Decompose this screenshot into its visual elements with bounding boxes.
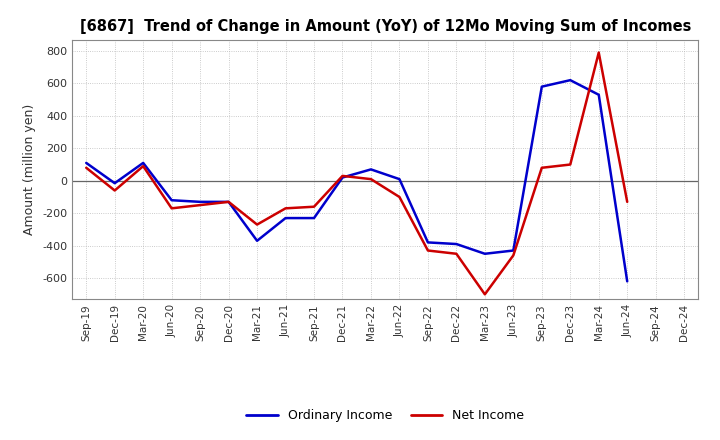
Y-axis label: Amount (million yen): Amount (million yen) [24, 104, 37, 235]
Line: Net Income: Net Income [86, 52, 627, 294]
Line: Ordinary Income: Ordinary Income [86, 80, 627, 281]
Net Income [537, 165, 546, 170]
Legend: Ordinary Income, Net Income: Ordinary Income, Net Income [241, 404, 529, 427]
Net Income [623, 199, 631, 205]
Net Income [167, 205, 176, 211]
Net Income [566, 162, 575, 167]
Ordinary Income [196, 199, 204, 205]
Net Income [225, 199, 233, 205]
Ordinary Income [509, 248, 518, 253]
Net Income [423, 248, 432, 253]
Net Income [366, 176, 375, 182]
Net Income [310, 204, 318, 209]
Ordinary Income [338, 175, 347, 180]
Ordinary Income [82, 160, 91, 165]
Net Income [395, 194, 404, 200]
Ordinary Income [566, 77, 575, 83]
Net Income [139, 164, 148, 169]
Title: [6867]  Trend of Change in Amount (YoY) of 12Mo Moving Sum of Incomes: [6867] Trend of Change in Amount (YoY) o… [79, 19, 691, 34]
Ordinary Income [167, 198, 176, 203]
Net Income [82, 165, 91, 170]
Net Income [480, 292, 489, 297]
Ordinary Income [225, 199, 233, 205]
Ordinary Income [537, 84, 546, 89]
Ordinary Income [395, 176, 404, 182]
Ordinary Income [623, 279, 631, 284]
Ordinary Income [366, 167, 375, 172]
Ordinary Income [595, 92, 603, 97]
Net Income [509, 253, 518, 258]
Net Income [282, 205, 290, 211]
Net Income [253, 222, 261, 227]
Ordinary Income [480, 251, 489, 257]
Net Income [452, 251, 461, 257]
Ordinary Income [310, 216, 318, 221]
Ordinary Income [253, 238, 261, 243]
Net Income [338, 173, 347, 179]
Ordinary Income [110, 180, 119, 186]
Ordinary Income [452, 242, 461, 247]
Net Income [110, 188, 119, 193]
Ordinary Income [423, 240, 432, 245]
Net Income [595, 50, 603, 55]
Ordinary Income [139, 160, 148, 165]
Ordinary Income [282, 216, 290, 221]
Net Income [196, 202, 204, 208]
